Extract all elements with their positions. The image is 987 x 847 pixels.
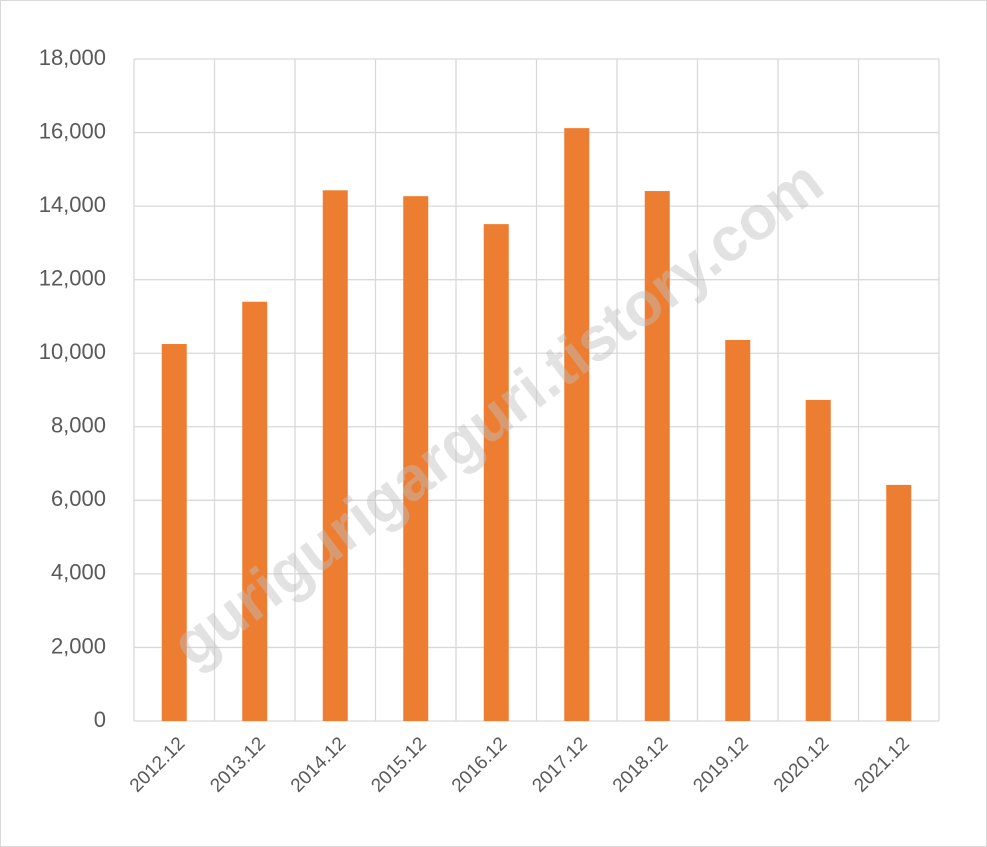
bar (403, 196, 429, 722)
y-tick-label: 0 (94, 707, 106, 732)
bar (644, 191, 670, 721)
y-tick-label: 12,000 (39, 265, 106, 290)
y-tick-label: 16,000 (39, 118, 106, 143)
bar (805, 399, 831, 721)
bar (886, 484, 912, 721)
y-tick-label: 4,000 (51, 560, 106, 585)
y-tick-label: 18,000 (39, 45, 106, 70)
bar (483, 224, 509, 722)
y-tick-label: 14,000 (39, 192, 106, 217)
bar (242, 301, 268, 721)
y-tick-label: 2,000 (51, 633, 106, 658)
bar (564, 128, 590, 722)
bar (161, 344, 187, 721)
y-tick-label: 10,000 (39, 339, 106, 364)
bar (725, 339, 751, 721)
y-tick-label: 6,000 (51, 486, 106, 511)
y-tick-label: 8,000 (51, 413, 106, 438)
bar (322, 190, 348, 722)
